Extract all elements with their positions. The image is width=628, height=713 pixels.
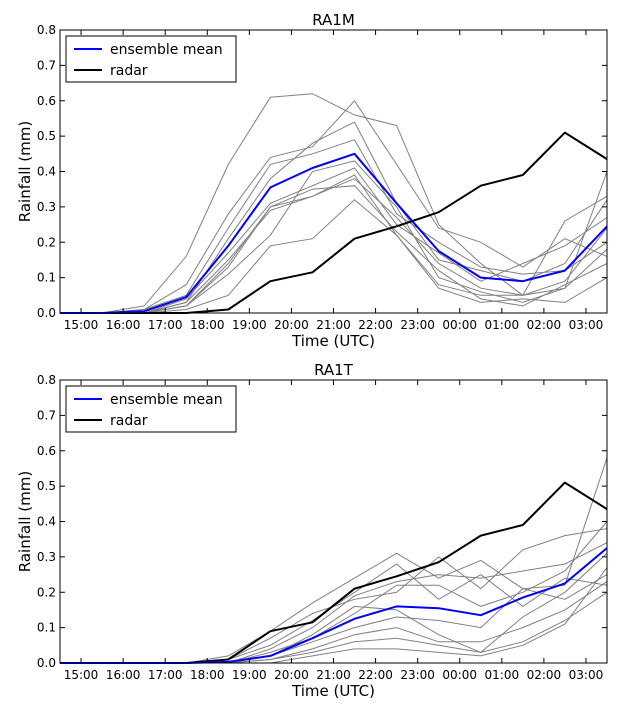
y-tick-label: 0.4 [37,515,56,529]
x-tick-label: 21:00 [316,668,351,682]
legend-box [65,385,237,433]
x-tick-label: 01:00 [485,668,520,682]
x-tick-label: 01:00 [485,318,520,332]
x-axis-label: Time (UTC) [291,332,375,350]
x-tick-label: 00:00 [442,318,477,332]
y-tick-label: 0.5 [37,479,56,493]
x-tick-label: 02:00 [527,318,562,332]
y-axis-label: Rainfall (mm) [16,471,34,572]
member-line-2 [60,99,608,314]
y-tick-label: 0.7 [37,408,56,422]
y-tick-label: 0.3 [37,200,56,214]
y-axis-label: Rainfall (mm) [16,121,34,222]
x-tick-label: 20:00 [274,668,309,682]
x-tick-label: 02:00 [527,668,562,682]
y-tick-label: 0.8 [37,373,56,387]
legend-box [65,35,237,83]
member-line-6 [60,174,608,314]
x-tick-label: 22:00 [358,668,393,682]
x-tick-label: 23:00 [400,318,435,332]
legend-label-ensemble-mean: ensemble mean [110,392,223,408]
x-tick-label: 03:00 [569,318,604,332]
legend: ensemble mean radar [65,35,237,83]
y-tick-label: 0.2 [37,235,56,249]
x-tick-label: 00:00 [442,668,477,682]
y-tick-label: 0.8 [37,23,56,37]
ensemble-mean-line [60,152,608,314]
y-tick-label: 0.6 [37,94,56,108]
legend-label-radar: radar [110,63,148,79]
chart-title: RA1T [314,361,354,379]
y-tick-label: 0.5 [37,129,56,143]
member-line-1 [60,93,608,314]
y-tick-label: 0.0 [37,656,56,670]
y-tick-label: 0.4 [37,165,56,179]
x-tick-label: 19:00 [232,318,267,332]
x-tick-label: 03:00 [569,668,604,682]
y-tick-label: 0.1 [37,271,56,285]
y-tick-label: 0.1 [37,621,56,635]
x-tick-label: 15:00 [64,668,99,682]
x-tick-label: 15:00 [64,318,99,332]
y-tick-label: 0.2 [37,585,56,599]
x-axis-label: Time (UTC) [291,682,375,700]
x-tick-label: 18:00 [190,318,225,332]
y-tick-label: 0.3 [37,550,56,564]
x-tick-label: 22:00 [358,318,393,332]
x-tick-label: 16:00 [106,668,141,682]
chart-panel-ra1m: 0.0 0.1 0.2 0.3 0.4 0.5 0.6 0.7 0.8 15:00 16:00 17:… [16,11,608,350]
chart-panel-ra1t: 0.0 0.1 0.2 0.3 0.4 0.5 0.6 0.7 0.8 15:00 16:00 17:… [16,361,608,700]
member-line-10 [60,185,608,314]
member-line-4 [60,139,608,314]
x-tick-label: 17:00 [148,668,183,682]
legend-label-radar: radar [110,413,148,429]
chart-title: RA1M [312,11,355,29]
member-line-9 [60,167,608,314]
legend: ensemble mean radar [65,385,237,433]
x-tick-label: 23:00 [400,668,435,682]
y-tick-label: 0.0 [37,306,56,320]
x-tick-label: 20:00 [274,318,309,332]
x-tick-label: 17:00 [148,318,183,332]
x-tick-label: 16:00 [106,318,141,332]
y-tick-label: 0.6 [37,444,56,458]
legend-label-ensemble-mean: ensemble mean [110,42,223,58]
x-tick-label: 21:00 [316,318,351,332]
x-tick-label: 19:00 [232,668,267,682]
y-tick-label: 0.7 [37,58,56,72]
x-tick-label: 18:00 [190,668,225,682]
member-lines [60,93,608,314]
